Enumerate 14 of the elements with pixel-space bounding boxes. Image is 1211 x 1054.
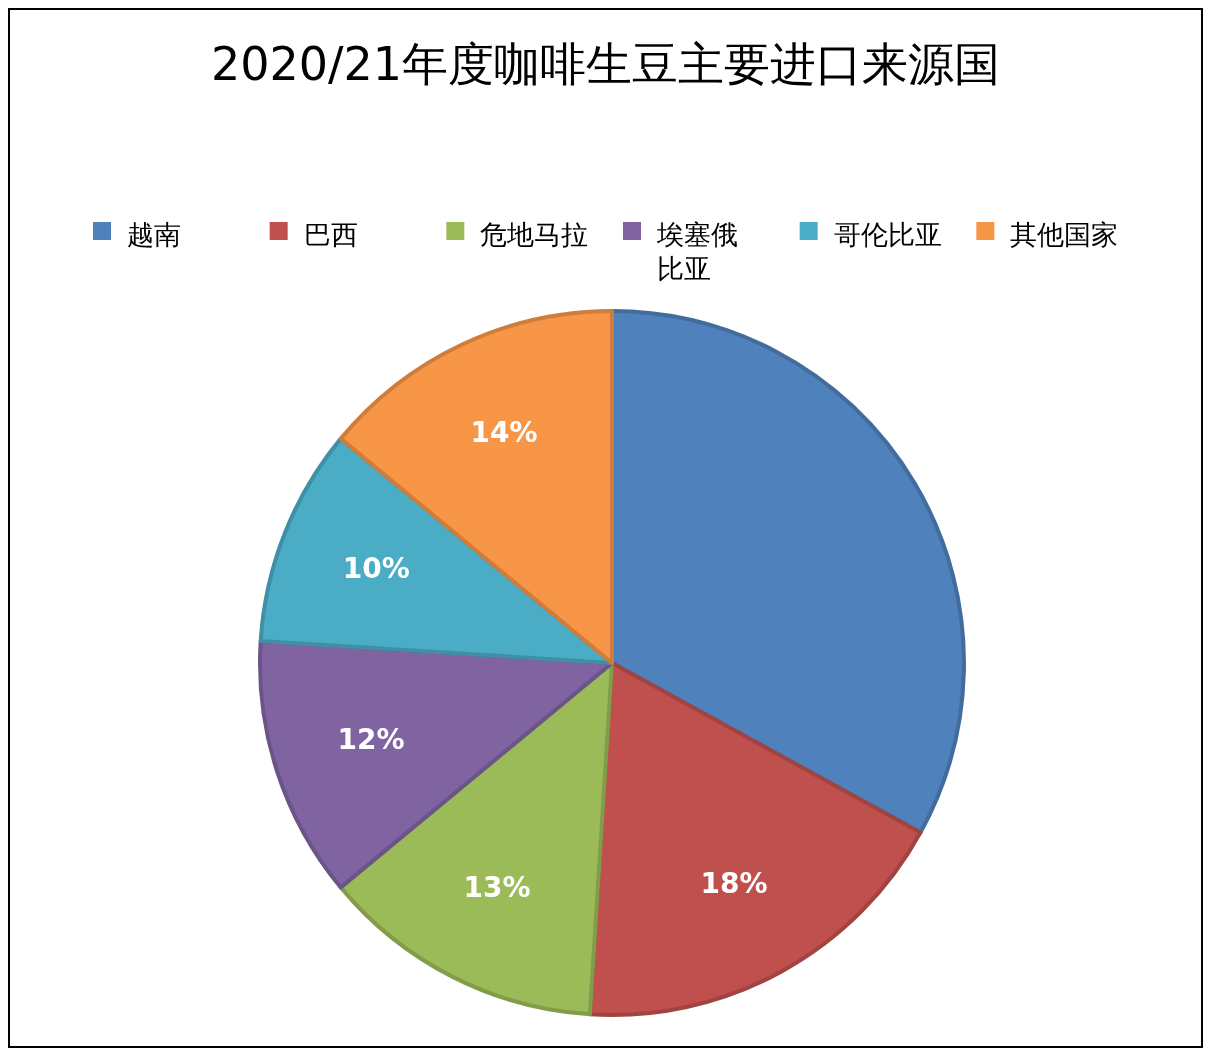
- legend-label: 巴西: [303, 218, 358, 250]
- data-label: 12%: [337, 723, 405, 757]
- data-label: 18%: [700, 867, 768, 901]
- data-label: 10%: [342, 551, 410, 585]
- legend-label: 哥伦比亚: [833, 218, 942, 250]
- legend-label: 越南: [127, 218, 181, 250]
- legend-label: 其他国家: [1010, 218, 1119, 250]
- legend-label: 埃塞俄比亚: [656, 218, 738, 284]
- legend-label: 危地马拉: [480, 218, 589, 250]
- pie-slice: [338, 309, 614, 665]
- data-label: 14%: [470, 415, 538, 449]
- data-label: 13%: [463, 870, 531, 904]
- pie-slice: [338, 661, 614, 1017]
- chart-title: 2020/21年度咖啡生豆主要进口来源国: [210, 37, 1001, 91]
